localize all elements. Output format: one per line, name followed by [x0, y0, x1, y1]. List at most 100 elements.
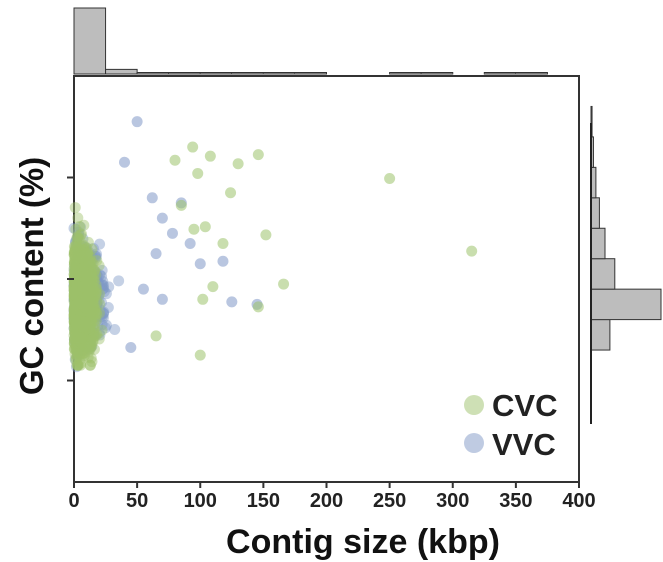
- scatter-point-cvc: [80, 297, 92, 309]
- scatter-point-cvc: [75, 299, 87, 311]
- scatter-point-cvc: [87, 290, 99, 302]
- scatter-point-vvc: [78, 281, 90, 293]
- scatter-point-cvc: [81, 304, 93, 316]
- scatter-point-vvc: [76, 295, 88, 307]
- scatter-point-cvc: [72, 300, 84, 312]
- scatter-point-cvc: [72, 279, 84, 291]
- scatter-point-cvc: [86, 271, 98, 283]
- scatter-point-cvc: [69, 248, 81, 260]
- scatter-point-vvc: [70, 287, 82, 299]
- scatter-point-cvc: [74, 279, 86, 291]
- scatter-point-cvc: [78, 305, 90, 317]
- scatter-point-cvc: [73, 336, 85, 348]
- scatter-point-vvc: [80, 279, 92, 291]
- scatter-point-vvc: [68, 305, 80, 317]
- scatter-point-cvc: [82, 295, 94, 307]
- scatter-point-cvc: [75, 301, 87, 313]
- scatter-point-cvc: [70, 303, 82, 315]
- scatter-point-cvc: [70, 311, 82, 323]
- scatter-point-cvc: [79, 293, 91, 305]
- scatter-point-cvc: [76, 336, 88, 348]
- scatter-point-cvc: [79, 328, 91, 340]
- scatter-point-cvc: [79, 328, 91, 340]
- scatter-point-cvc: [72, 299, 84, 311]
- scatter-point-cvc: [85, 290, 97, 302]
- scatter-point-vvc: [84, 326, 96, 338]
- scatter-point-cvc: [79, 339, 91, 351]
- scatter-point-vvc: [73, 328, 85, 340]
- scatter-point-cvc: [68, 249, 80, 261]
- scatter-point-cvc: [77, 286, 89, 298]
- scatter-point-cvc: [70, 264, 82, 276]
- scatter-point-vvc: [72, 305, 84, 317]
- scatter-point-cvc: [83, 274, 95, 286]
- scatter-point-vvc: [73, 262, 85, 274]
- scatter-point-cvc: [73, 318, 85, 330]
- scatter-point-cvc: [83, 270, 95, 282]
- scatter-point-cvc: [86, 308, 98, 320]
- plot-area: [68, 75, 580, 483]
- scatter-point-cvc: [77, 286, 89, 298]
- scatter-point-cvc: [77, 241, 89, 253]
- scatter-point-cvc: [77, 314, 89, 326]
- scatter-point-vvc: [85, 318, 97, 330]
- scatter-point-cvc: [68, 246, 80, 258]
- scatter-point-cvc: [69, 202, 81, 214]
- scatter-point-cvc: [204, 150, 216, 162]
- scatter-point-cvc: [78, 275, 90, 287]
- scatter-point-cvc: [89, 303, 101, 315]
- scatter-point-vvc: [73, 292, 85, 304]
- scatter-point-cvc: [77, 251, 89, 263]
- scatter-point-cvc: [88, 274, 100, 286]
- scatter-point-vvc: [69, 354, 81, 366]
- scatter-point-vvc: [91, 299, 103, 311]
- scatter-point-cvc: [80, 270, 92, 282]
- scatter-point-cvc: [73, 304, 85, 316]
- scatter-point-cvc: [69, 326, 81, 338]
- scatter-point-vvc: [69, 298, 81, 310]
- scatter-point-cvc: [75, 315, 87, 327]
- scatter-point-cvc: [72, 334, 84, 346]
- scatter-point-cvc: [69, 309, 81, 321]
- scatter-point-vvc: [70, 236, 82, 248]
- scatter-point-cvc: [78, 309, 90, 321]
- scatter-point-cvc: [81, 313, 93, 325]
- scatter-point-vvc: [184, 237, 196, 249]
- scatter-point-vvc: [71, 275, 83, 287]
- scatter-point-cvc: [80, 264, 92, 276]
- scatter-point-cvc: [82, 301, 94, 313]
- scatter-point-cvc: [75, 278, 87, 290]
- scatter-point-cvc: [72, 302, 84, 314]
- scatter-point-cvc: [89, 311, 101, 323]
- scatter-point-cvc: [72, 295, 84, 307]
- scatter-point-cvc: [72, 324, 84, 336]
- scatter-point-vvc: [69, 285, 81, 297]
- scatter-point-cvc: [81, 285, 93, 297]
- scatter-point-vvc: [73, 229, 85, 241]
- scatter-point-cvc: [68, 319, 80, 331]
- scatter-point-vvc: [76, 282, 88, 294]
- scatter-point-vvc: [72, 282, 84, 294]
- scatter-point-cvc: [78, 300, 90, 312]
- scatter-point-cvc: [78, 283, 90, 295]
- scatter-point-cvc: [69, 287, 81, 299]
- scatter-point-cvc: [86, 277, 98, 289]
- scatter-point-vvc: [88, 307, 100, 319]
- scatter-point-cvc: [74, 283, 86, 295]
- scatter-point-vvc: [99, 322, 111, 334]
- scatter-point-cvc: [70, 308, 82, 320]
- scatter-point-cvc: [80, 316, 92, 328]
- scatter-point-vvc: [98, 306, 110, 318]
- scatter-point-vvc: [70, 269, 82, 281]
- scatter-point-cvc: [68, 241, 80, 253]
- scatter-point-vvc: [71, 240, 83, 252]
- scatter-point-cvc: [79, 304, 91, 316]
- scatter-point-cvc: [86, 299, 98, 311]
- scatter-point-vvc: [68, 312, 80, 324]
- scatter-point-cvc: [77, 304, 89, 316]
- scatter-point-cvc: [76, 327, 88, 339]
- scatter-point-vvc: [72, 341, 84, 353]
- scatter-point-cvc: [77, 321, 89, 333]
- scatter-point-vvc: [83, 295, 95, 307]
- scatter-point-cvc: [73, 335, 85, 347]
